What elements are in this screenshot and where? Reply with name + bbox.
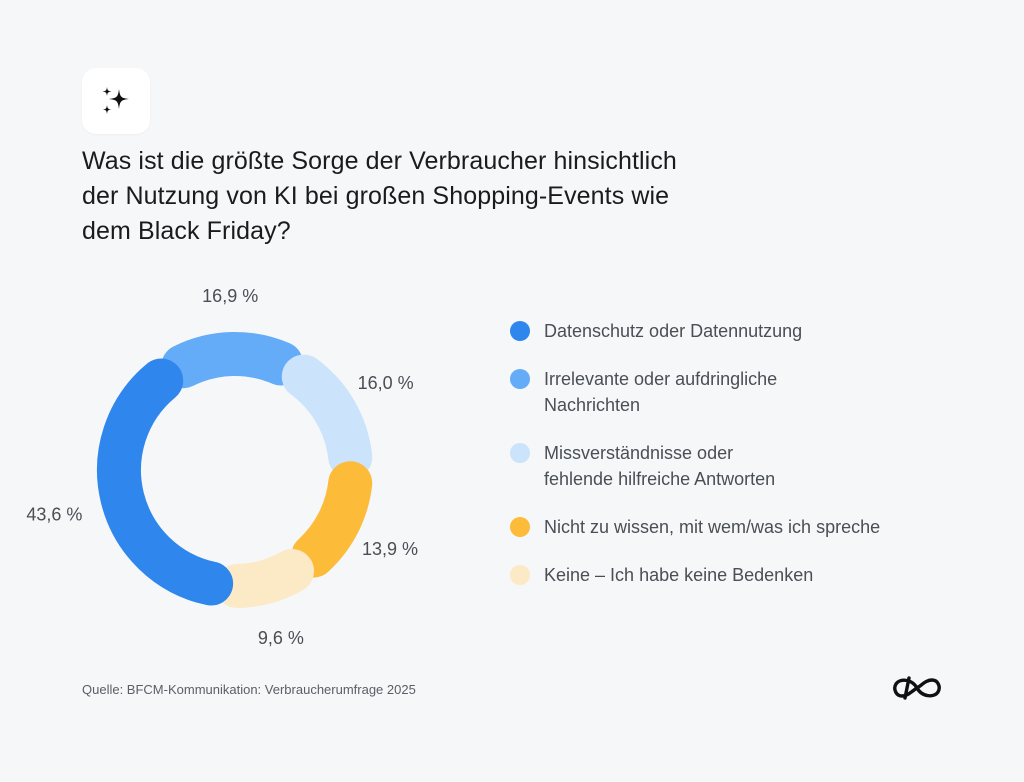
data-label-datenschutz: 43,6 % <box>26 504 82 524</box>
legend-dot <box>510 443 530 463</box>
legend-label: Datenschutz oder Datennutzung <box>544 321 803 341</box>
legend-label: Nachrichten <box>544 395 641 415</box>
data-label-nicht-wissen: 13,9 % <box>362 539 418 559</box>
legend-dot <box>510 369 530 389</box>
title-line: der Nutzung von KI bei großen Shopping-E… <box>82 182 670 210</box>
legend-item: Missverständnisse oder fehlende hilfreic… <box>510 440 880 492</box>
donut-segment-nicht-wissen <box>291 461 373 578</box>
legend-dot <box>510 517 530 537</box>
legend-item: Nicht zu wissen, mit wem/was ich spreche <box>510 514 880 540</box>
source-note: Quelle: BFCM-Kommunikation: Verbraucheru… <box>82 682 416 697</box>
page-title: Was ist die größte Sorge der Verbraucher… <box>82 144 802 249</box>
chart-legend: Datenschutz oder Datennutzung Irrelevant… <box>510 318 880 610</box>
sparkles-icon <box>82 68 150 134</box>
title-line: Was ist die größte Sorge der Verbraucher… <box>82 147 677 175</box>
legend-dot <box>510 321 530 341</box>
legend-label: Nicht zu wissen, mit wem/was ich spreche <box>544 517 881 537</box>
data-label-missverstaendnisse: 16,0 % <box>358 373 414 393</box>
data-label-keine: 9,6 % <box>258 628 304 648</box>
legend-label: Missverständnisse oder <box>544 443 734 463</box>
legend-item: Keine – Ich habe keine Bedenken <box>510 562 880 588</box>
legend-label: Keine – Ich habe keine Bedenken <box>544 565 814 585</box>
donut-segment-missverstaendnisse <box>281 354 373 479</box>
donut-segment-keine <box>215 549 315 608</box>
donut-chart: 16,9 % 16,0 % 13,9 % 9,6 % 43,6 % <box>26 286 418 648</box>
legend-item: Datenschutz oder Datennutzung <box>510 318 880 344</box>
donut-segment-irrelevante <box>161 332 303 389</box>
data-label-irrelevante: 16,9 % <box>202 286 258 306</box>
legend-item: Irrelevante oder aufdringliche Nachricht… <box>510 366 880 418</box>
title-line: dem Black Friday? <box>82 217 291 245</box>
legend-label: Irrelevante oder aufdringliche <box>544 369 778 389</box>
donut-segment-datenschutz <box>97 358 234 606</box>
brand-logo-icon <box>893 676 941 700</box>
legend-label: fehlende hilfreiche Antworten <box>544 469 776 489</box>
legend-dot <box>510 565 530 585</box>
